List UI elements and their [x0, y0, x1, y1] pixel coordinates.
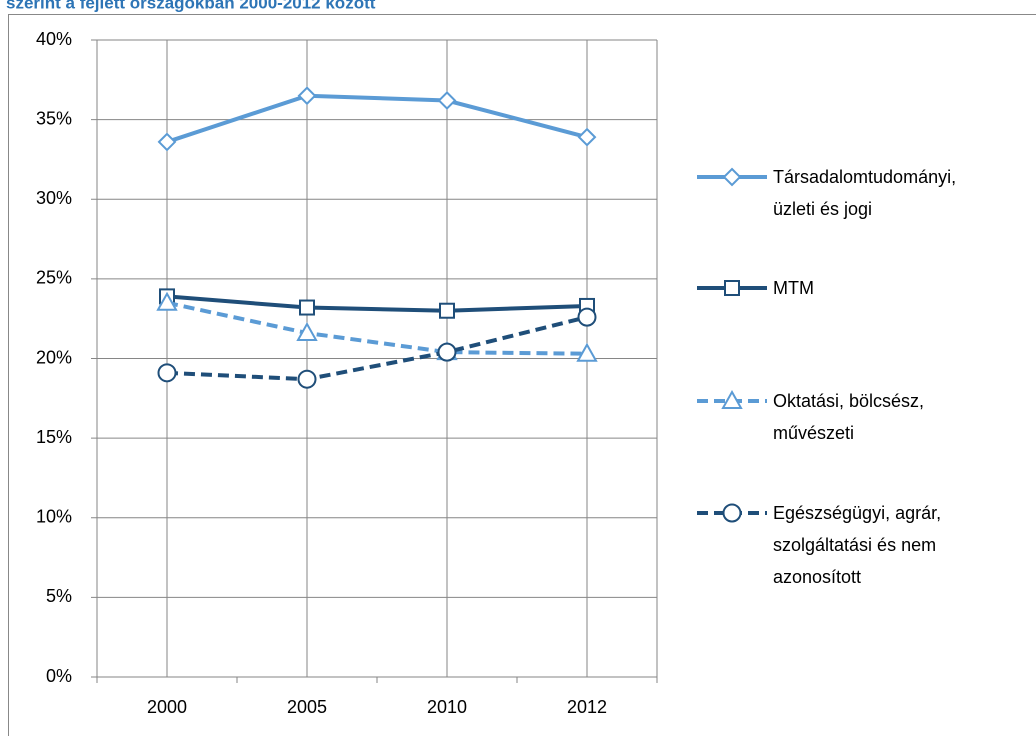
- y-tick-label: 15%: [36, 427, 72, 447]
- series-line: [166, 300, 588, 356]
- legend-marker: [722, 503, 742, 523]
- y-tick-label: 35%: [36, 108, 72, 128]
- series-line: [166, 93, 588, 144]
- series-line: [166, 294, 588, 313]
- chart-border: [8, 14, 1036, 736]
- legend-label: MTM: [773, 278, 814, 298]
- legend-marker: [721, 389, 743, 409]
- data-point: [577, 127, 597, 147]
- legend-marker: [722, 167, 742, 187]
- data-point: [299, 299, 315, 316]
- data-point: [157, 363, 177, 383]
- legend-label: Társadalomtudományi, üzleti és jogi: [773, 167, 957, 219]
- data-point: [437, 342, 457, 362]
- y-tick-label: 20%: [36, 347, 72, 367]
- x-tick-label: 2000: [147, 697, 187, 717]
- y-tick-label: 5%: [46, 586, 72, 606]
- data-point: [297, 369, 317, 389]
- data-point: [577, 307, 597, 327]
- legend-label: Egészségügyi, agrár, szolgáltatási és ne…: [773, 503, 942, 587]
- x-tick-label: 2010: [427, 697, 467, 717]
- legend-label: Oktatási, bölcsész, művészeti: [773, 391, 925, 443]
- y-tick-label: 0%: [46, 666, 72, 686]
- x-tick-label: 2012: [567, 697, 607, 717]
- chart-title: szerint a fejlett országokban 2000-2012 …: [6, 0, 376, 12]
- data-point: [297, 86, 317, 106]
- y-tick-label: 40%: [36, 29, 72, 49]
- data-point: [437, 91, 457, 110]
- data-point: [296, 321, 318, 342]
- data-point: [576, 342, 598, 362]
- legend-marker: [724, 280, 740, 296]
- data-point: [156, 291, 178, 311]
- y-tick-label: 30%: [36, 188, 72, 208]
- y-tick-label: 25%: [36, 268, 72, 288]
- data-point: [439, 302, 455, 319]
- series-line: [166, 315, 588, 382]
- y-tick-label: 10%: [36, 507, 72, 527]
- data-point: [157, 132, 177, 152]
- x-tick-label: 2005: [287, 697, 327, 717]
